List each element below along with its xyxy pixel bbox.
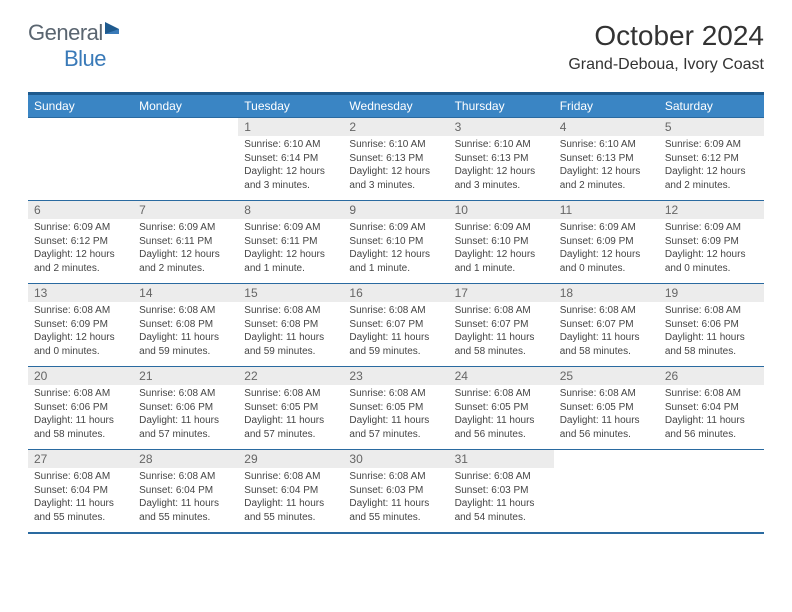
weekday-fri: Friday: [554, 95, 659, 117]
day-cell: Sunrise: 6:08 AMSunset: 6:05 PMDaylight:…: [449, 385, 554, 449]
day-number: 31: [449, 449, 554, 468]
day-number: 28: [133, 449, 238, 468]
logo: General Blue: [28, 20, 119, 72]
day-cell: Sunrise: 6:09 AMSunset: 6:09 PMDaylight:…: [554, 219, 659, 283]
day-number: 3: [449, 117, 554, 136]
day-number: 6: [28, 200, 133, 219]
day-cell: Sunrise: 6:10 AMSunset: 6:13 PMDaylight:…: [554, 136, 659, 200]
day-cell: [659, 468, 764, 532]
day-number: 30: [343, 449, 448, 468]
week-daynum-row: 6789101112: [28, 200, 764, 219]
header: General Blue October 2024 Grand-Deboua, …: [0, 0, 792, 92]
day-number: 11: [554, 200, 659, 219]
day-cell: Sunrise: 6:08 AMSunset: 6:04 PMDaylight:…: [133, 468, 238, 532]
weekday-wed: Wednesday: [343, 95, 448, 117]
day-number: 12: [659, 200, 764, 219]
day-number: 5: [659, 117, 764, 136]
day-number: 7: [133, 200, 238, 219]
day-cell: Sunrise: 6:09 AMSunset: 6:10 PMDaylight:…: [449, 219, 554, 283]
week-daynum-row: 20212223242526: [28, 366, 764, 385]
week-content-row: Sunrise: 6:08 AMSunset: 6:09 PMDaylight:…: [28, 302, 764, 366]
day-cell: Sunrise: 6:08 AMSunset: 6:06 PMDaylight:…: [28, 385, 133, 449]
day-cell: Sunrise: 6:08 AMSunset: 6:08 PMDaylight:…: [133, 302, 238, 366]
logo-text: General Blue: [28, 20, 119, 72]
day-cell: Sunrise: 6:10 AMSunset: 6:14 PMDaylight:…: [238, 136, 343, 200]
day-number: 20: [28, 366, 133, 385]
day-cell: Sunrise: 6:08 AMSunset: 6:06 PMDaylight:…: [133, 385, 238, 449]
day-number: 4: [554, 117, 659, 136]
weekday-mon: Monday: [133, 95, 238, 117]
day-number: 10: [449, 200, 554, 219]
day-cell: Sunrise: 6:09 AMSunset: 6:11 PMDaylight:…: [238, 219, 343, 283]
day-number: 16: [343, 283, 448, 302]
day-number: [28, 117, 133, 136]
logo-blue: Blue: [64, 46, 106, 71]
day-number: 9: [343, 200, 448, 219]
day-number: 25: [554, 366, 659, 385]
day-number: 8: [238, 200, 343, 219]
week-daynum-row: 12345: [28, 117, 764, 136]
day-cell: [28, 136, 133, 200]
logo-general: General: [28, 20, 103, 45]
accent-line-bottom: [28, 532, 764, 534]
day-number: 27: [28, 449, 133, 468]
day-number: 14: [133, 283, 238, 302]
day-cell: Sunrise: 6:09 AMSunset: 6:11 PMDaylight:…: [133, 219, 238, 283]
day-number: 29: [238, 449, 343, 468]
week-content-row: Sunrise: 6:08 AMSunset: 6:04 PMDaylight:…: [28, 468, 764, 532]
day-number: 13: [28, 283, 133, 302]
day-cell: Sunrise: 6:08 AMSunset: 6:05 PMDaylight:…: [238, 385, 343, 449]
day-number: 1: [238, 117, 343, 136]
week-content-row: Sunrise: 6:10 AMSunset: 6:14 PMDaylight:…: [28, 136, 764, 200]
day-number: 24: [449, 366, 554, 385]
day-cell: Sunrise: 6:08 AMSunset: 6:04 PMDaylight:…: [659, 385, 764, 449]
week-daynum-row: 2728293031: [28, 449, 764, 468]
day-number: 18: [554, 283, 659, 302]
day-cell: Sunrise: 6:08 AMSunset: 6:07 PMDaylight:…: [343, 302, 448, 366]
day-cell: Sunrise: 6:08 AMSunset: 6:03 PMDaylight:…: [449, 468, 554, 532]
day-number: 2: [343, 117, 448, 136]
day-cell: Sunrise: 6:08 AMSunset: 6:07 PMDaylight:…: [554, 302, 659, 366]
page-title: October 2024: [568, 20, 764, 52]
day-number: 22: [238, 366, 343, 385]
day-cell: [133, 136, 238, 200]
weekday-sat: Saturday: [659, 95, 764, 117]
logo-triangle-icon: [105, 22, 119, 34]
day-cell: Sunrise: 6:09 AMSunset: 6:12 PMDaylight:…: [28, 219, 133, 283]
day-cell: [554, 468, 659, 532]
day-number: 26: [659, 366, 764, 385]
day-cell: Sunrise: 6:09 AMSunset: 6:12 PMDaylight:…: [659, 136, 764, 200]
day-number: [554, 449, 659, 468]
day-number: 15: [238, 283, 343, 302]
day-cell: Sunrise: 6:08 AMSunset: 6:08 PMDaylight:…: [238, 302, 343, 366]
day-number: 19: [659, 283, 764, 302]
day-number: 21: [133, 366, 238, 385]
week-content-row: Sunrise: 6:09 AMSunset: 6:12 PMDaylight:…: [28, 219, 764, 283]
day-number: 23: [343, 366, 448, 385]
day-cell: Sunrise: 6:09 AMSunset: 6:10 PMDaylight:…: [343, 219, 448, 283]
week-content-row: Sunrise: 6:08 AMSunset: 6:06 PMDaylight:…: [28, 385, 764, 449]
day-cell: Sunrise: 6:08 AMSunset: 6:05 PMDaylight:…: [343, 385, 448, 449]
day-cell: Sunrise: 6:08 AMSunset: 6:07 PMDaylight:…: [449, 302, 554, 366]
day-cell: Sunrise: 6:08 AMSunset: 6:04 PMDaylight:…: [238, 468, 343, 532]
day-number: 17: [449, 283, 554, 302]
day-cell: Sunrise: 6:08 AMSunset: 6:09 PMDaylight:…: [28, 302, 133, 366]
weekday-tue: Tuesday: [238, 95, 343, 117]
day-number: [659, 449, 764, 468]
day-number: [133, 117, 238, 136]
weekday-thu: Thursday: [449, 95, 554, 117]
day-cell: Sunrise: 6:08 AMSunset: 6:03 PMDaylight:…: [343, 468, 448, 532]
weekday-header: Sunday Monday Tuesday Wednesday Thursday…: [28, 95, 764, 117]
title-block: October 2024 Grand-Deboua, Ivory Coast: [568, 20, 764, 84]
week-daynum-row: 13141516171819: [28, 283, 764, 302]
day-cell: Sunrise: 6:10 AMSunset: 6:13 PMDaylight:…: [343, 136, 448, 200]
day-cell: Sunrise: 6:08 AMSunset: 6:05 PMDaylight:…: [554, 385, 659, 449]
day-cell: Sunrise: 6:10 AMSunset: 6:13 PMDaylight:…: [449, 136, 554, 200]
day-cell: Sunrise: 6:08 AMSunset: 6:06 PMDaylight:…: [659, 302, 764, 366]
weekday-sun: Sunday: [28, 95, 133, 117]
day-cell: Sunrise: 6:08 AMSunset: 6:04 PMDaylight:…: [28, 468, 133, 532]
location-label: Grand-Deboua, Ivory Coast: [568, 56, 764, 74]
calendar-body: 12345Sunrise: 6:10 AMSunset: 6:14 PMDayl…: [0, 117, 792, 532]
day-cell: Sunrise: 6:09 AMSunset: 6:09 PMDaylight:…: [659, 219, 764, 283]
